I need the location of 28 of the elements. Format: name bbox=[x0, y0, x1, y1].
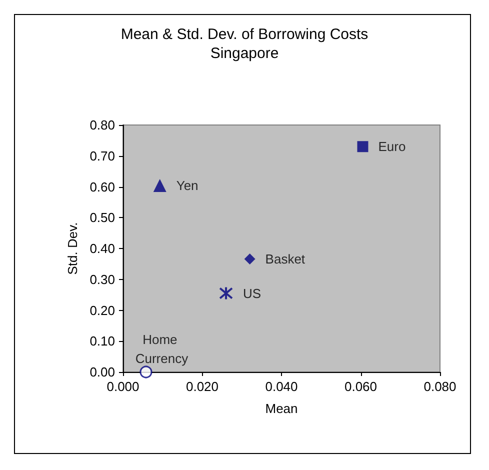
series-label: US bbox=[243, 286, 262, 301]
y-tick-label: 0.70 bbox=[90, 148, 115, 164]
y-tick-label: 0.50 bbox=[90, 210, 115, 226]
series-label: Home Currency bbox=[135, 332, 189, 366]
x-tick-label: 0.000 bbox=[106, 379, 140, 394]
y-tick-label: 0.00 bbox=[90, 364, 115, 380]
y-tick-label: 0.60 bbox=[90, 179, 115, 194]
series-label: Yen bbox=[176, 178, 198, 194]
y-axis-title: Std. Dev. bbox=[64, 222, 80, 275]
point bbox=[244, 253, 256, 264]
x-tick-label: 0.040 bbox=[265, 379, 298, 394]
x-tick-label: 0.020 bbox=[186, 379, 219, 394]
x-tick-label: 0.060 bbox=[344, 379, 378, 394]
point bbox=[357, 141, 368, 152]
point bbox=[219, 286, 234, 300]
chart-title: Mean & Std. Dev. of Borrowing Costs bbox=[120, 26, 368, 43]
point bbox=[153, 179, 166, 192]
x-tick-label: 0.080 bbox=[424, 379, 456, 394]
y-tick-label: 0.80 bbox=[90, 118, 115, 132]
x-axis-title: Mean bbox=[265, 401, 298, 416]
y-tick-label: 0.40 bbox=[90, 241, 115, 256]
y-tick-label: 0.10 bbox=[90, 334, 115, 349]
series-label: Euro bbox=[378, 139, 406, 154]
chart-subtitle: Singapore bbox=[210, 45, 279, 62]
y-tick-label: 0.30 bbox=[90, 272, 115, 287]
series-label: Basket bbox=[265, 251, 306, 266]
y-tick-label: 0.20 bbox=[90, 302, 115, 318]
point bbox=[140, 366, 152, 378]
